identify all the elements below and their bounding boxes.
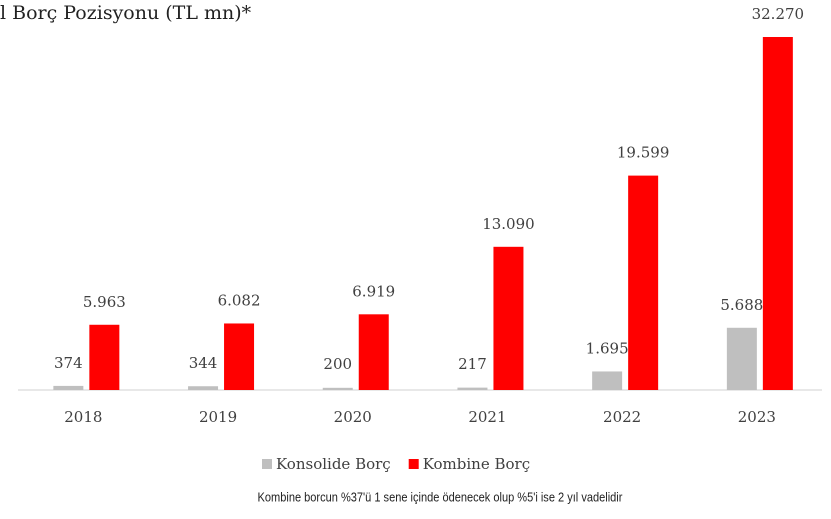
legend-swatch (408, 459, 419, 469)
x-tick-label: 2021 (468, 408, 506, 426)
x-tick-label: 2022 (603, 408, 641, 426)
x-tick-label: 2019 (199, 408, 237, 426)
value-label: 5.963 (83, 293, 126, 311)
bar (89, 324, 120, 390)
value-label: 5.688 (720, 296, 763, 314)
legend-label: Kombine Borç (423, 455, 530, 473)
chart-title: l Borç Pozisyonu (TL mn)* (0, 2, 252, 24)
bar (628, 175, 659, 390)
bar (762, 37, 793, 390)
value-label: 6.919 (352, 282, 395, 300)
x-tick-label: 2018 (64, 408, 102, 426)
bar (53, 385, 84, 390)
value-label: 200 (323, 355, 352, 373)
value-label: 217 (458, 355, 487, 373)
value-label: 1.695 (586, 339, 629, 357)
footnote: Kombine borcun %37'ü 1 sene içinde ödene… (258, 490, 623, 505)
value-label: 13.090 (482, 215, 535, 233)
value-label: 32.270 (752, 5, 805, 23)
x-tick-label: 2020 (334, 408, 372, 426)
legend-swatch (262, 459, 272, 469)
value-label: 19.599 (617, 144, 670, 162)
bar (726, 327, 757, 390)
bar (592, 371, 623, 390)
bar (457, 387, 488, 390)
x-tick-label: 2023 (738, 408, 776, 426)
bar (322, 387, 353, 390)
bar (358, 314, 389, 390)
value-label: 374 (54, 354, 83, 372)
value-label: 344 (189, 354, 218, 372)
bar (224, 323, 255, 390)
bar (493, 246, 524, 390)
value-label: 6.082 (218, 291, 261, 309)
bar (188, 386, 219, 390)
legend-label: Konsolide Borç (276, 455, 391, 473)
